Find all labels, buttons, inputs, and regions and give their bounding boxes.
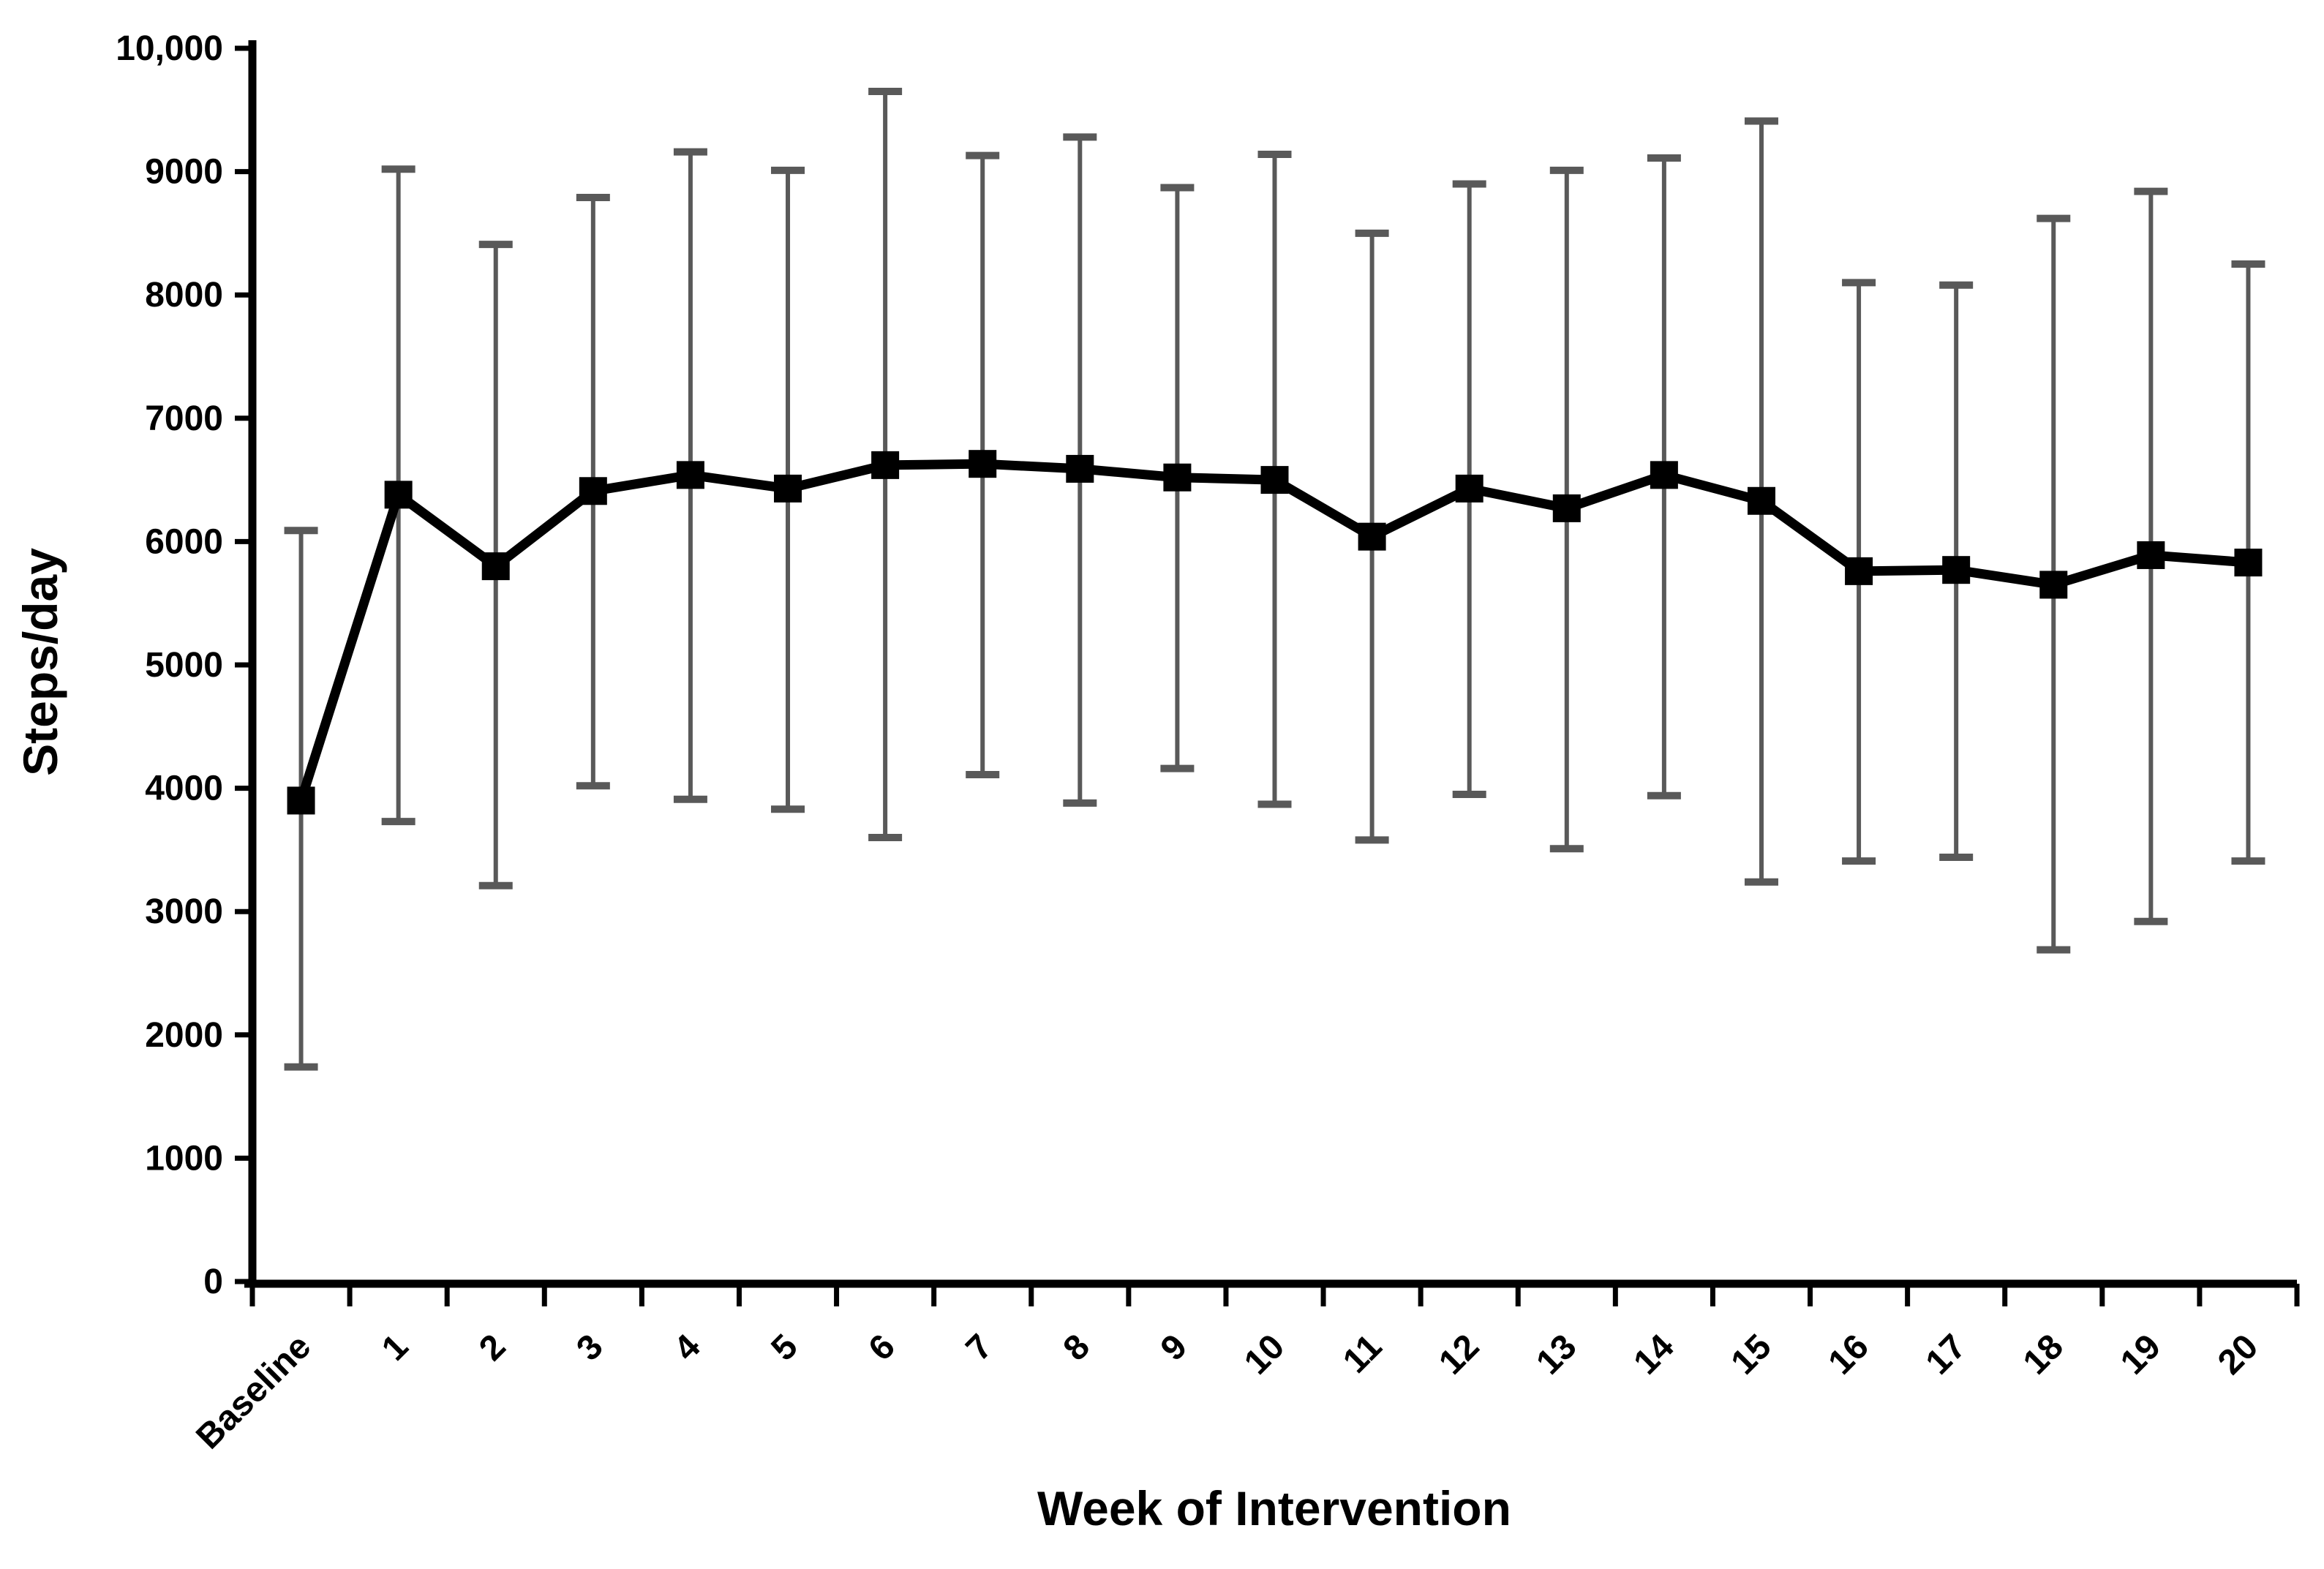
x-tick-label: 8 — [1056, 1327, 1097, 1368]
series-layer — [287, 450, 2263, 815]
x-tick-label: 12 — [1432, 1327, 1486, 1382]
data-point-marker — [579, 477, 607, 505]
data-point-marker — [287, 786, 315, 815]
y-tick-label: 9000 — [145, 153, 223, 192]
y-tick-label: 6000 — [145, 522, 223, 561]
x-tick-label: 5 — [764, 1327, 805, 1368]
data-point-marker — [1455, 474, 1483, 503]
data-point-marker — [1942, 556, 1971, 584]
y-tick-label: 0 — [203, 1263, 223, 1301]
x-tick-label: 20 — [2211, 1327, 2265, 1382]
y-axis-title: Steps/day — [13, 548, 67, 776]
data-point-marker — [871, 451, 900, 479]
x-tick-label: 16 — [1821, 1327, 1876, 1382]
data-point-marker — [676, 461, 704, 489]
y-tick-label: 4000 — [145, 770, 223, 808]
y-tick-label: 8000 — [145, 276, 223, 315]
y-tick-label: 3000 — [145, 892, 223, 931]
labels-layer: 0 1000 2000 3000 4000 5000 6000 7000 8000 9000 10,… — [116, 29, 2265, 1456]
data-point-marker — [2039, 571, 2068, 599]
x-tick-label: 4 — [666, 1327, 708, 1369]
data-point-marker — [1552, 494, 1581, 522]
y-tick-label: 5000 — [145, 646, 223, 685]
data-point-marker — [1066, 454, 1094, 483]
x-axis-title: Week of Intervention — [1037, 1481, 1511, 1535]
data-point-marker — [2137, 541, 2165, 569]
x-tick-label: 13 — [1529, 1327, 1584, 1382]
data-point-marker — [1650, 461, 1678, 489]
y-tick-label: 1000 — [145, 1139, 223, 1178]
data-point-marker — [384, 481, 413, 509]
x-tick-label: 11 — [1336, 1327, 1389, 1380]
x-tick-label: 17 — [1919, 1327, 1974, 1382]
data-point-marker — [969, 450, 997, 478]
data-point-marker — [1845, 557, 1873, 585]
y-tick-label: 2000 — [145, 1016, 223, 1055]
x-tick-label: 19 — [2113, 1327, 2168, 1382]
x-tick-label: 14 — [1626, 1327, 1681, 1382]
data-point-marker — [1747, 486, 1775, 515]
data-point-marker — [1163, 463, 1192, 492]
x-tick-label: 9 — [1154, 1327, 1195, 1368]
x-tick-label: 18 — [2016, 1327, 2071, 1382]
x-tick-label: 10 — [1237, 1327, 1292, 1382]
axes-layer — [235, 40, 2300, 1306]
x-tick-label: 7 — [959, 1327, 1000, 1368]
y-tick-label: 7000 — [145, 399, 223, 438]
x-tick-label: 6 — [862, 1327, 903, 1368]
x-tick-label: 2 — [472, 1327, 513, 1368]
data-point-marker — [774, 474, 802, 503]
y-tick-label: 10,000 — [116, 29, 223, 68]
data-point-marker — [2234, 549, 2263, 577]
data-point-marker — [481, 552, 510, 581]
x-tick-label: 15 — [1724, 1327, 1779, 1382]
x-tick-label: 3 — [569, 1327, 610, 1368]
data-point-marker — [1358, 522, 1386, 551]
x-tick-label: 1 — [375, 1327, 415, 1368]
x-tick-label: Baseline — [189, 1327, 318, 1456]
data-point-marker — [1260, 466, 1289, 494]
